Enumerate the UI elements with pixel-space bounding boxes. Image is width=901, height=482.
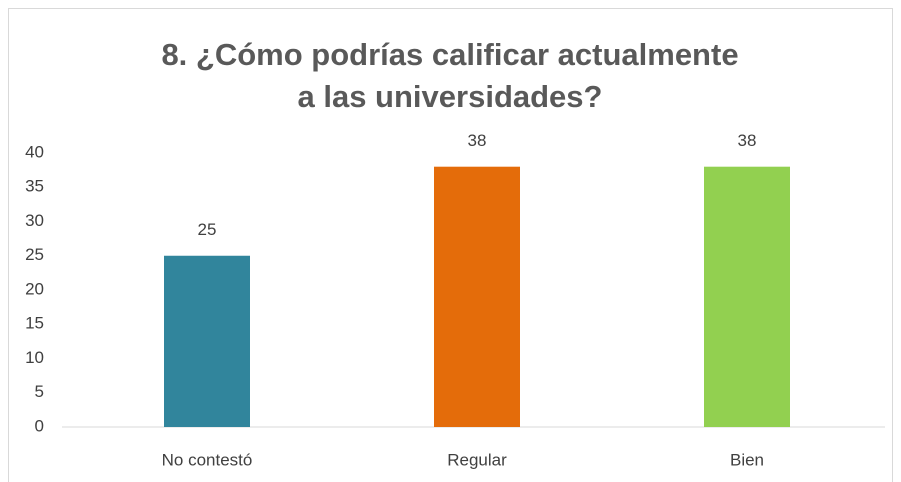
y-tick-label: 0 — [35, 416, 44, 435]
y-tick-label: 30 — [25, 211, 44, 230]
y-tick-label: 5 — [35, 382, 44, 401]
bar — [434, 166, 520, 427]
bar — [704, 166, 790, 427]
chart-title: 8. ¿Cómo podrías calificar actualmente a… — [161, 37, 739, 114]
y-tick-label: 40 — [25, 142, 44, 161]
y-tick-label: 10 — [25, 348, 44, 367]
x-tick-label: Regular — [447, 450, 507, 469]
data-label: 25 — [198, 220, 217, 239]
chart-border — [8, 8, 893, 482]
data-label: 38 — [738, 131, 757, 150]
y-tick-label: 15 — [25, 314, 44, 333]
x-tick-label: No contestó — [162, 450, 253, 469]
x-tick-label: Bien — [730, 450, 764, 469]
y-tick-label: 20 — [25, 279, 44, 298]
data-label: 38 — [468, 131, 487, 150]
bar — [164, 255, 250, 427]
y-tick-label: 25 — [25, 245, 44, 264]
y-tick-label: 35 — [25, 177, 44, 196]
